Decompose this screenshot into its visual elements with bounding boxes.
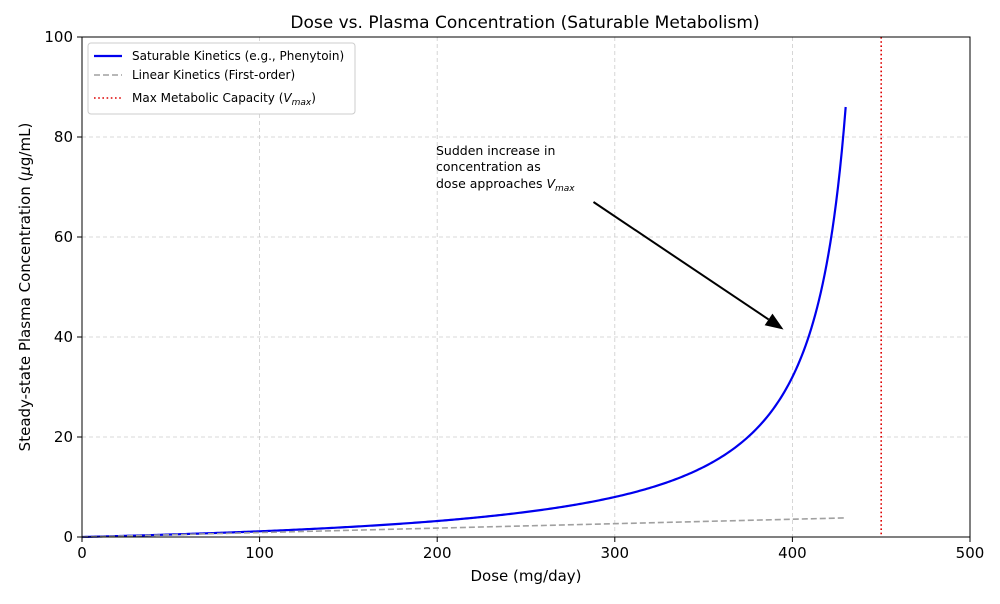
y-tick-label: 80	[54, 128, 73, 146]
annotation-line-2: concentration as	[436, 159, 541, 174]
x-tick-label: 200	[423, 544, 452, 562]
series-layer	[81, 37, 883, 539]
y-axis-label-after: g/mL)	[16, 123, 34, 166]
plot-frame	[81, 36, 971, 538]
x-tick-label: 300	[600, 544, 629, 562]
annotation-var: V	[546, 176, 556, 191]
annotation-line-1: Sudden increase in	[436, 143, 555, 158]
legend: Saturable Kinetics (e.g., Phenytoin) Lin…	[87, 42, 356, 115]
legend-label-saturable: Saturable Kinetics (e.g., Phenytoin)	[132, 49, 344, 63]
x-tick-label: 400	[778, 544, 807, 562]
x-tick-label: 100	[245, 544, 274, 562]
grid	[82, 37, 970, 537]
legend-vmax-var: V	[283, 91, 292, 105]
legend-vmax-main: Max Metabolic Capacity (	[132, 91, 283, 105]
y-tick-label: 20	[54, 428, 73, 446]
x-axis-label: Dose (mg/day)	[470, 567, 581, 585]
legend-label-vmax: Max Metabolic Capacity (Vmax)	[132, 91, 316, 108]
chart-title: Dose vs. Plasma Concentration (Saturable…	[290, 13, 759, 33]
annotation-sub: max	[555, 184, 575, 194]
legend-vmax-close: )	[311, 91, 316, 105]
y-axis-label-mu: µ	[16, 166, 34, 177]
annotation-line-3: dose approaches	[436, 176, 546, 191]
annotation: Sudden increase in concentration as dose…	[436, 143, 784, 330]
legend-vmax-sub: max	[292, 98, 312, 108]
legend-box	[87, 42, 356, 115]
series-line-linear	[81, 517, 846, 538]
x-tick-label: 500	[956, 544, 985, 562]
y-axis-label: Steady-state Plasma Concentration (µg/mL…	[16, 123, 34, 452]
y-tick-label: 40	[54, 328, 73, 346]
annotation-arrow-shaft	[592, 201, 770, 321]
x-tick-label: 0	[77, 544, 87, 562]
ticks: 0 100 200 300 400 500 0 20 40 60 80 100	[44, 28, 984, 562]
y-tick-label: 100	[44, 28, 73, 46]
y-tick-label: 60	[54, 228, 73, 246]
legend-label-linear: Linear Kinetics (First-order)	[132, 68, 295, 82]
annotation-text: Sudden increase in concentration as dose…	[436, 143, 575, 194]
y-tick-label: 0	[63, 528, 73, 546]
annotation-arrow-head	[764, 313, 784, 330]
y-axis-label-before: Steady-state Plasma Concentration (	[16, 176, 34, 452]
